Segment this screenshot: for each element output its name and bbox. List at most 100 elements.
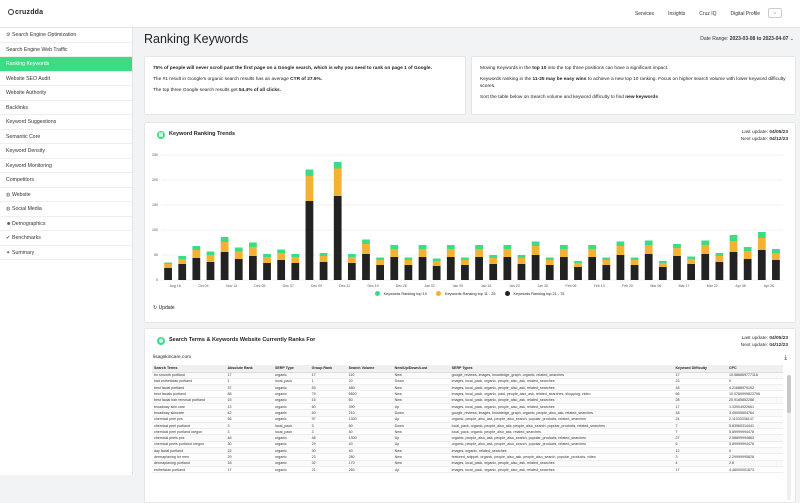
bar-top21-75 [701, 254, 710, 280]
bar-top10 [701, 240, 710, 245]
site-domain: lisagskincare.com [153, 355, 192, 360]
sidebar-item-semantic-core[interactable]: Semantic Core [0, 130, 132, 144]
trends-update-info: Last update: 04/05/23 Next update: 04/12… [740, 130, 788, 142]
nav-services[interactable]: Services [634, 11, 655, 17]
sidebar-item-keyword-monitoring[interactable]: Keyword Monitoring [0, 159, 132, 173]
table-row[interactable]: esthetician portland 17 organic 21 260 Up imag… [152, 466, 783, 474]
bar-top21-75 [461, 265, 469, 280]
sidebar-item-summary[interactable]: ✦ Summary [0, 246, 132, 260]
table-row[interactable]: chemical peel portland oregon 3 local_pack… [152, 428, 783, 436]
user-avatar[interactable]: U [768, 8, 782, 18]
column-header[interactable]: CPC [727, 365, 783, 373]
table-row[interactable]: best facial portland 37 organic 53 480 New ima… [152, 384, 783, 392]
bar-top11-25 [602, 260, 611, 265]
table-row[interactable]: broadway skincare 42 organic 40 210 Down googl… [152, 409, 783, 417]
table-cell: organic [273, 434, 310, 442]
nav-digital-profile[interactable]: Digital Profile [730, 11, 760, 17]
bar-top10 [432, 258, 441, 261]
column-header[interactable]: SERP Types [449, 365, 674, 373]
table-row[interactable]: broadway skin care 13 organic 60 390 Up images… [152, 403, 783, 411]
bar-top11-25 [729, 241, 738, 252]
column-header[interactable]: SERP Type [273, 365, 310, 373]
bar-top21-75 [743, 259, 752, 280]
table-row[interactable]: best facial hair removal portland 15 organ… [152, 397, 783, 405]
table-cell: 37 [225, 384, 274, 392]
table-cell: 3 [309, 428, 347, 436]
table-cell: Down [392, 409, 450, 417]
bar-top11-25 [517, 258, 526, 264]
column-header[interactable]: Absolute Rank [225, 365, 274, 373]
table-cell: chemical peels portland oregon [152, 441, 226, 449]
table-row[interactable]: bad esthetician portland 1 local_pack 1 20 Do… [152, 378, 783, 386]
legend-item[interactable]: Keywords Ranking top 11 - 25 [435, 291, 499, 296]
sidebar-item-social-media[interactable]: ◍Social Media [0, 202, 132, 217]
bar-top10 [616, 241, 625, 246]
table-cell: 60 [346, 397, 393, 405]
column-header[interactable]: Search Volume [346, 365, 393, 373]
table-cell: 97 [309, 416, 347, 423]
table-cell: New [392, 384, 450, 392]
legend-item[interactable]: Keywords Ranking top 10 [374, 291, 430, 296]
table-row[interactable]: chemical peel pcs 56 organic 97 1300 Up organi… [152, 416, 783, 423]
table-cell: 1.33904922661 [727, 403, 783, 411]
table-row[interactable]: chemical peels pcs 46 organic 46 1300 Up organ… [152, 434, 783, 442]
sidebar-item-website-authority[interactable]: Website Authority [0, 86, 132, 101]
column-header[interactable]: Search Terms [152, 365, 226, 373]
x-tick-label: Mar 22 [707, 284, 718, 288]
info-card-left: 75% of people will never scroll past the… [144, 56, 466, 115]
sidebar-item-search-engine-optimization[interactable]: ⚙Search Engine Optimization [0, 28, 132, 43]
sidebar-item-keyword-density[interactable]: Keyword Density [0, 144, 132, 159]
table-cell: 29 [309, 441, 347, 449]
column-header[interactable]: New/Up/Down/Lost [392, 365, 450, 373]
table-row[interactable]: dermaplaning for men 29 organic 23 280 New fea… [152, 453, 783, 461]
bar-top11-25 [743, 251, 752, 259]
bar-top11-25 [772, 253, 780, 260]
sidebar-item-website[interactable]: ◍Website [0, 188, 132, 202]
bar-top10 [602, 257, 611, 260]
table-cell: organic [273, 466, 310, 474]
bar-top21-75 [602, 265, 611, 280]
column-header[interactable]: Group Rank [309, 365, 347, 373]
table-cell: best facials portland [152, 390, 226, 398]
bar-top10 [687, 256, 696, 259]
table-row[interactable]: best facials portland 88 organic 79 6600 New i… [152, 390, 783, 398]
table-row[interactable]: bo smooth portland 17 organic 17 110 New googl… [152, 372, 783, 379]
table-row[interactable]: day facial portland 22 organic 30 40 New image… [152, 447, 783, 455]
table-cell: 2.6 [727, 460, 783, 467]
nav-cruz-iq[interactable]: Cruz IQ [699, 11, 717, 17]
table-cell: best facial hair removal portland [152, 397, 226, 405]
column-header[interactable]: Keyword Difficulty [673, 365, 728, 373]
date-range[interactable]: Date Range: 2023-03-08 to 2023-04-07 ⌄ [700, 36, 794, 42]
sidebar-item-search-engine-web-traffic[interactable]: Search Engine Web Traffic [0, 43, 132, 57]
download-icon[interactable]: ⤓ [784, 355, 787, 361]
x-tick-label: Aug 16 [170, 284, 181, 288]
sidebar-item-benchmarks[interactable]: ✔ Benchmarks [0, 231, 132, 246]
legend-item[interactable]: Keywords Ranking top 21 - 75 [504, 291, 568, 296]
bar-top21-75 [545, 265, 554, 280]
table-cell: 40 [309, 409, 347, 417]
table-row[interactable]: dermaplaning portland 18 organic 32 170 New im… [152, 460, 783, 467]
table-cell: organic, people_also_ask, people_also_se… [449, 416, 674, 423]
sidebar-item-competitors[interactable]: Competitors [0, 173, 132, 188]
table-cell: google_reviews, images, knowledge_graph,… [449, 372, 674, 379]
update-button[interactable]: ↻ Update [153, 305, 175, 311]
sidebar-item-ranking-keywords[interactable]: Ranking Keywords [0, 57, 132, 72]
bar-top21-75 [178, 264, 187, 280]
sidebar-item-backlinks[interactable]: Backlinks [0, 101, 132, 115]
table-cell: organic [273, 441, 310, 449]
table-cell: Up [392, 403, 450, 411]
table-row[interactable]: chemical peel portland 3 local_pack 3 60 Down… [152, 422, 783, 430]
table-cell: 170 [346, 460, 393, 467]
table-row[interactable]: chemical peels portland oregon 30 organic 2… [152, 441, 783, 449]
table-cell: images, organic, related_searches [449, 447, 674, 455]
table-scrollbar[interactable] [787, 375, 791, 500]
nav-insights[interactable]: Insights [668, 11, 686, 17]
sidebar-item-demographics[interactable]: ☻Demographics [0, 217, 132, 231]
bar-top10 [644, 240, 653, 245]
sidebar-item-keyword-suggestions[interactable]: Keyword Suggestions [0, 115, 132, 130]
scrollbar-thumb[interactable] [787, 375, 791, 413]
bar-top21-75 [531, 255, 540, 280]
table-cell: 15 [309, 397, 347, 405]
sidebar-item-website-seo-audit[interactable]: Website SEO Audit [0, 72, 132, 86]
app-logo[interactable]: cruzdda [8, 9, 43, 16]
